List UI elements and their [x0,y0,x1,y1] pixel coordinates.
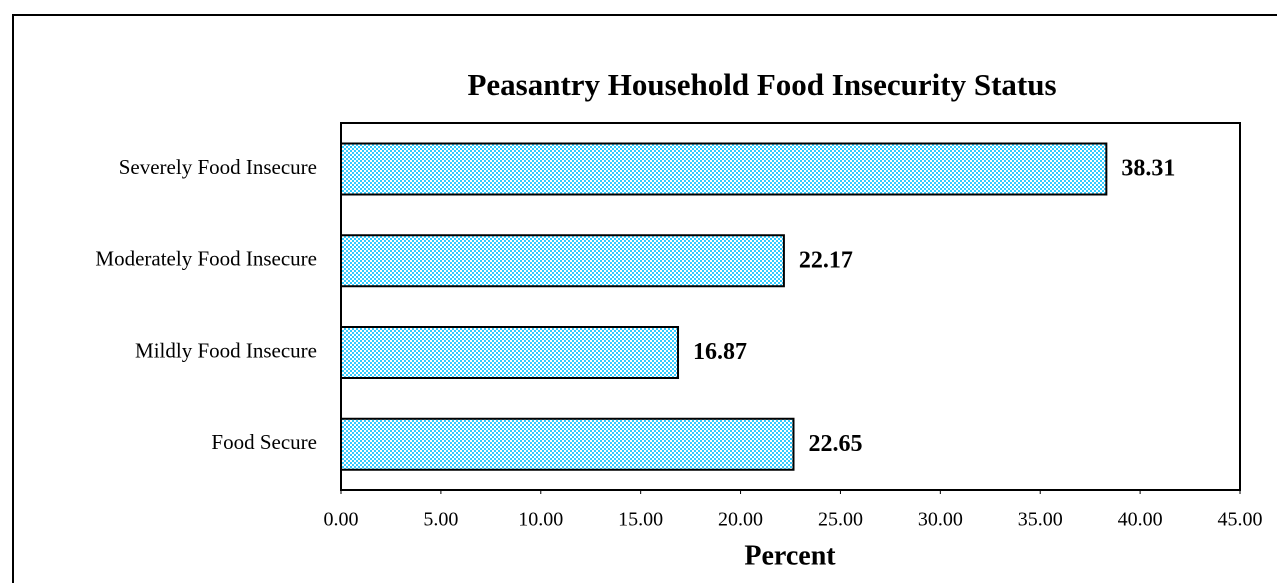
bar [340,326,680,379]
x-axis-label: Percent [744,540,836,571]
y-tick-label: Severely Food Insecure [119,155,317,179]
value-label: 16.87 [693,339,747,365]
bar [340,234,785,288]
x-tick-label: 25.00 [818,509,863,531]
y-tick-label: Mildly Food Insecure [135,338,317,362]
x-tick-label: 40.00 [1118,509,1163,531]
x-tick-label: 45.00 [1218,509,1263,531]
value-label: 22.65 [808,431,862,457]
bar [340,142,1108,196]
y-tick-label: Moderately Food Insecure [95,247,317,271]
x-tick-label: 5.00 [423,509,458,531]
value-label: 38.31 [1121,156,1175,182]
value-label: 22.17 [799,247,853,273]
y-tick-label: Food Secure [211,430,317,454]
x-tick-label: 35.00 [1018,509,1063,531]
plot-area [340,122,1241,491]
x-tick-label: 0.00 [324,509,359,531]
chart-title: Peasantry Household Food Insecurity Stat… [467,67,1056,102]
x-tick-label: 10.00 [518,509,563,531]
bar [340,417,795,471]
x-tick-label: 30.00 [918,509,963,531]
frame [12,14,1277,583]
x-tick-label: 15.00 [618,509,663,531]
x-tick-label: 20.00 [718,509,763,531]
